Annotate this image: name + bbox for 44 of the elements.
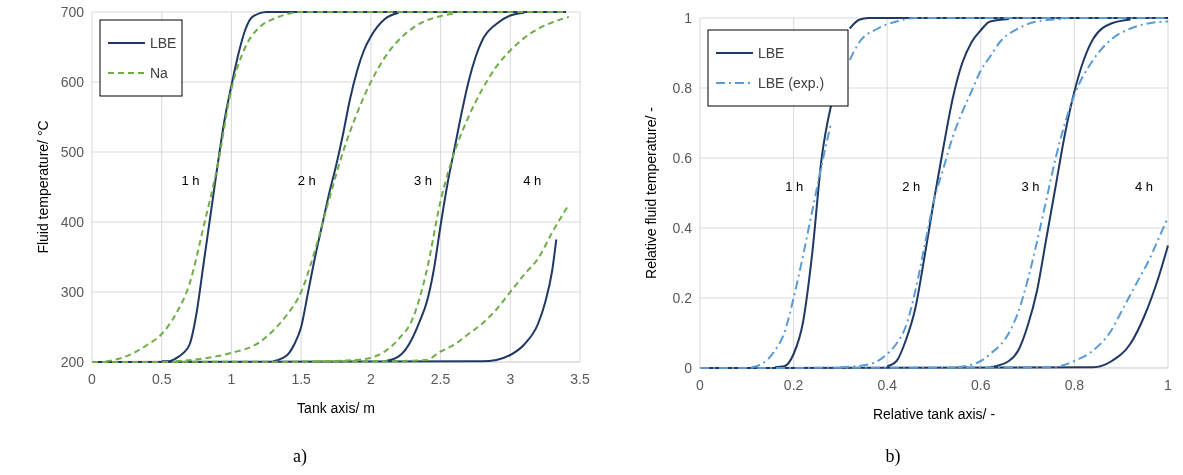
x-tick-label: 0.2 xyxy=(783,377,804,393)
annotation: 3 h xyxy=(413,173,432,188)
x-tick-label: 0.6 xyxy=(971,377,991,393)
y-tick-label: 200 xyxy=(60,354,85,370)
legend-label: Na xyxy=(150,65,169,81)
y-axis-title: Relative fluid temperature/ - xyxy=(643,106,659,279)
legend-label: LBE xyxy=(150,35,177,51)
y-tick-label: 0.6 xyxy=(672,150,693,166)
annotation: 3 h xyxy=(1021,179,1040,194)
text: a) xyxy=(293,446,307,467)
x-tick-label: 0 xyxy=(696,377,705,393)
y-tick-label: 0.4 xyxy=(672,220,693,236)
text: b) xyxy=(885,446,901,467)
x-tick-label: 0.4 xyxy=(877,377,898,393)
y-tick-label: 500 xyxy=(60,144,85,160)
annotation: 2 h xyxy=(297,173,316,188)
x-tick-label: 2 xyxy=(366,371,375,387)
legend-label: LBE xyxy=(758,45,785,61)
x-tick-label: 1 xyxy=(227,371,236,387)
y-tick-label: 300 xyxy=(60,284,85,300)
y-tick-label: 0.8 xyxy=(672,80,693,96)
y-tick-label: 600 xyxy=(60,74,85,90)
x-axis-title: Relative tank axis/ - xyxy=(872,406,996,422)
y-tick-label: 700 xyxy=(60,4,85,20)
x-tick-label: 0.8 xyxy=(1064,377,1085,393)
annotation: 2 h xyxy=(902,179,921,194)
y-tick-label: 0.2 xyxy=(672,290,693,306)
annotation: 4 h xyxy=(1134,179,1154,194)
x-tick-label: 1 xyxy=(1164,377,1173,393)
y-tick-label: 0 xyxy=(684,360,693,376)
x-axis-title: Tank axis/ m xyxy=(297,400,375,416)
x-tick-label: 0 xyxy=(88,371,97,387)
x-tick-label: 0.5 xyxy=(151,371,172,387)
x-tick-label: 3 xyxy=(506,371,515,387)
x-tick-label: 1.5 xyxy=(291,371,312,387)
x-tick-label: 2.5 xyxy=(430,371,451,387)
legend-label: LBE (exp.) xyxy=(758,75,825,91)
x-tick-label: 3.5 xyxy=(570,371,590,387)
y-tick-label: 400 xyxy=(60,214,85,230)
annotation: 1 h xyxy=(181,173,200,188)
annotation: 1 h xyxy=(785,179,804,194)
annotation: 4 h xyxy=(523,173,542,188)
y-axis-title: Fluid temperature/ °C xyxy=(35,120,51,254)
y-tick-label: 1 xyxy=(684,10,693,26)
